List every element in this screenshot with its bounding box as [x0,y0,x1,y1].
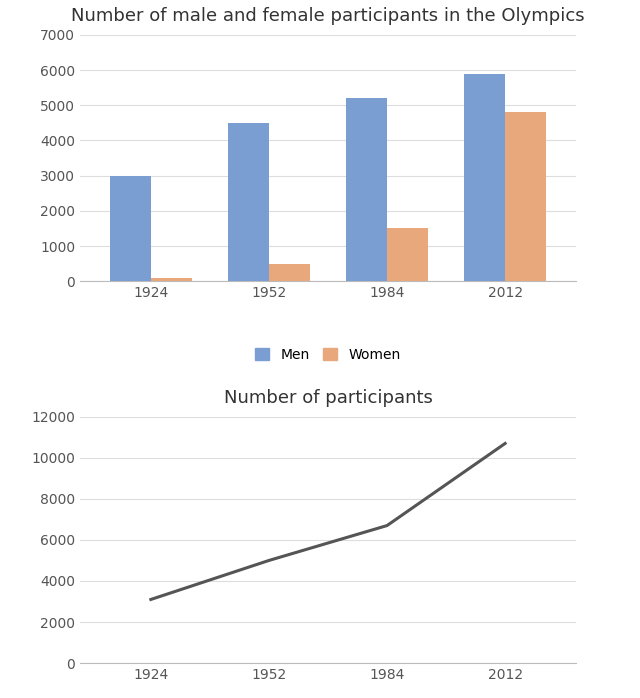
Bar [464,73,505,281]
Bar [387,228,428,281]
Bar [151,278,192,281]
Bar [269,264,310,281]
Bar [346,98,387,281]
Title: Number of male and female participants in the Olympics: Number of male and female participants i… [71,7,585,25]
Bar [505,112,547,281]
Bar [109,176,151,281]
Title: Number of participants: Number of participants [223,389,433,407]
Bar [228,123,269,281]
Legend: Men, Women: Men, Women [250,343,406,368]
